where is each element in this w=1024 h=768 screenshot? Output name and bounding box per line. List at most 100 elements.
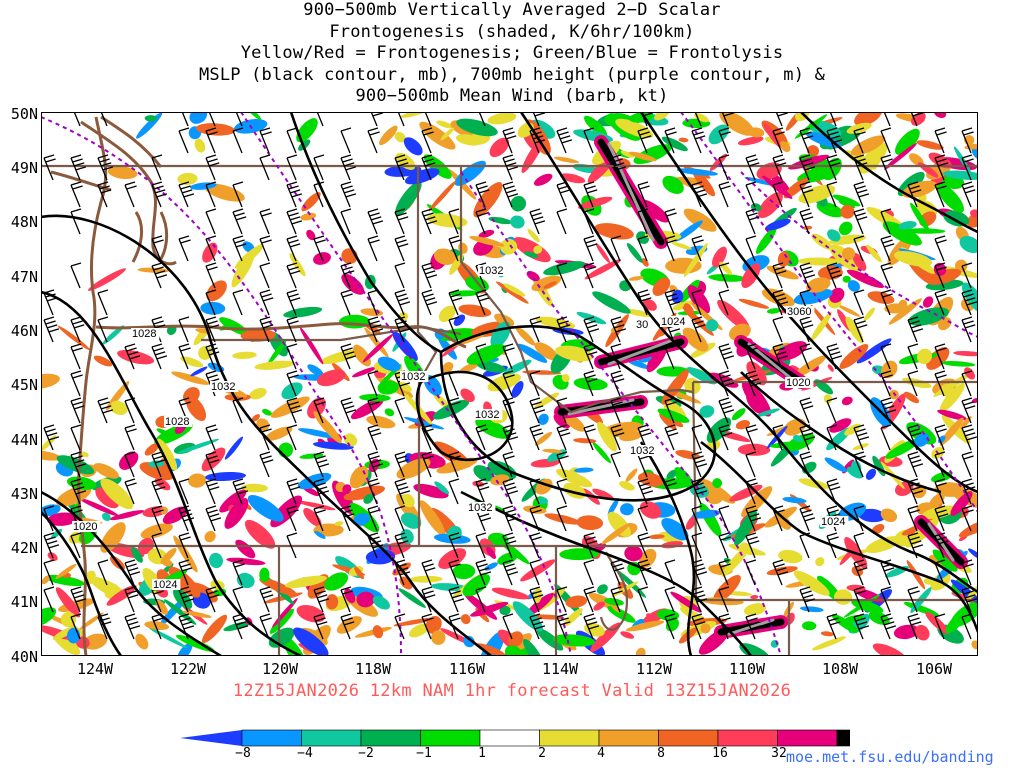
frontogenesis-map: 1032 1032 1032 1032 1032 1032 1028 1028 1024 1024… <box>41 112 978 656</box>
frontogenesis-blob <box>487 112 517 125</box>
wind-barb <box>772 559 789 586</box>
frontogenesis-blob <box>769 441 804 449</box>
wind-barb <box>961 289 978 316</box>
title-line: Frontogenesis (shaded, K/6hr/100km) <box>329 21 695 42</box>
wind-barb <box>475 289 490 316</box>
wind-barb <box>259 451 274 478</box>
wind-barb <box>205 451 220 478</box>
wind-barb <box>367 235 380 262</box>
frontogenesis-blob <box>712 246 727 268</box>
wind-barb <box>232 181 244 208</box>
frontogenesis-blob <box>206 280 227 302</box>
wind-barb <box>394 559 411 586</box>
frontogenesis-blob <box>93 463 119 479</box>
frontogenesis-blob <box>872 643 907 656</box>
wind-barb <box>151 478 166 505</box>
frontogenesis-blob <box>173 442 196 454</box>
wind-barb <box>637 586 649 613</box>
wind-barb <box>340 181 357 208</box>
state-boundaries <box>41 164 978 656</box>
wind-barb <box>583 316 600 343</box>
frontogenesis-blob <box>827 229 841 242</box>
frontogenesis-blob <box>144 443 160 456</box>
wind-barb <box>718 262 730 289</box>
frontogenesis-blob <box>829 287 845 303</box>
wind-barb <box>70 343 83 370</box>
frontogenesis-blob <box>379 125 398 146</box>
frontogenesis-blob <box>497 552 518 565</box>
frontogenesis-blob <box>487 460 517 480</box>
frontogenesis-blob <box>438 548 467 569</box>
frontogenesis-blob <box>533 173 553 186</box>
frontogenesis-blob <box>561 373 570 383</box>
frontogenesis-blob <box>674 220 703 242</box>
frontogenesis-blob <box>400 112 427 118</box>
wind-barb <box>907 586 920 613</box>
wind-barb <box>934 289 947 316</box>
wind-barb <box>232 613 249 640</box>
wind-barb <box>772 289 789 316</box>
wind-barb <box>556 316 571 343</box>
title-line: 900−500mb Mean Wind (barb, kt) <box>355 86 669 107</box>
wind-barb <box>313 235 326 262</box>
wind-barb <box>961 370 973 397</box>
wind-barb <box>394 451 409 478</box>
wind-barb <box>43 316 60 343</box>
frontogenesis-blob <box>336 616 362 634</box>
frontogenesis-blob <box>232 351 257 359</box>
frontogenesis-blob <box>41 450 62 461</box>
wind-barb <box>151 343 168 370</box>
frontogenesis-blob <box>475 643 506 656</box>
frontogenesis-blob <box>459 361 480 374</box>
frontogenesis-blob <box>139 462 175 481</box>
wind-barb <box>367 127 380 154</box>
frontogenesis-blob <box>55 587 81 618</box>
wind-barb <box>448 289 463 316</box>
wind-barb <box>286 424 298 451</box>
wind-barb <box>502 181 519 208</box>
wa-or-border <box>201 325 462 342</box>
wind-barb <box>529 316 542 343</box>
frontogenesis-blob <box>708 274 746 282</box>
wind-barb <box>853 559 868 586</box>
wind-barb <box>232 235 247 262</box>
frontogenesis-blob <box>131 547 143 563</box>
colorbar-cells <box>180 729 850 747</box>
wind-barb <box>880 559 895 586</box>
frontogenesis-blob <box>823 394 833 404</box>
wind-barb <box>907 532 924 559</box>
isobar-label: 1024 <box>153 579 177 591</box>
frontogenesis-blob <box>775 512 792 530</box>
credit-link[interactable]: moe.met.fsu.edu/banding <box>786 748 994 766</box>
wind-barb <box>178 559 193 586</box>
wind-barb <box>448 559 461 586</box>
wind-barb <box>370 112 384 127</box>
frontogenesis-blob <box>259 567 270 582</box>
isobar-1020 <box>41 511 123 656</box>
frontogenesis-blob <box>670 591 702 613</box>
wind-barb <box>313 154 325 181</box>
wind-barb <box>853 424 870 451</box>
wind-barb <box>934 154 949 181</box>
wind-barb <box>718 343 735 370</box>
colorbar-label: −2 <box>358 746 374 761</box>
frontogenesis-blob <box>552 634 595 647</box>
wind-barb <box>178 235 191 262</box>
wind-barb <box>97 181 112 208</box>
frontogenesis-blob <box>400 512 422 529</box>
wind-barb <box>961 154 974 181</box>
frontogenesis-blob <box>829 418 852 433</box>
frontogenesis-blob <box>296 118 318 143</box>
wind-barb <box>205 478 220 505</box>
wind-barb <box>394 154 409 181</box>
colorbar-cell <box>598 729 659 747</box>
wind-barb <box>502 505 519 532</box>
frontogenesis-blob <box>534 342 558 361</box>
frontogenesis-blob <box>542 448 563 454</box>
wind-barb <box>745 613 762 640</box>
frontogenesis-blob <box>497 537 530 565</box>
wind-barb <box>97 559 109 586</box>
frontogenesis-blob <box>527 228 540 243</box>
wind-barb <box>232 397 244 424</box>
frontogenesis-blob <box>940 360 976 367</box>
